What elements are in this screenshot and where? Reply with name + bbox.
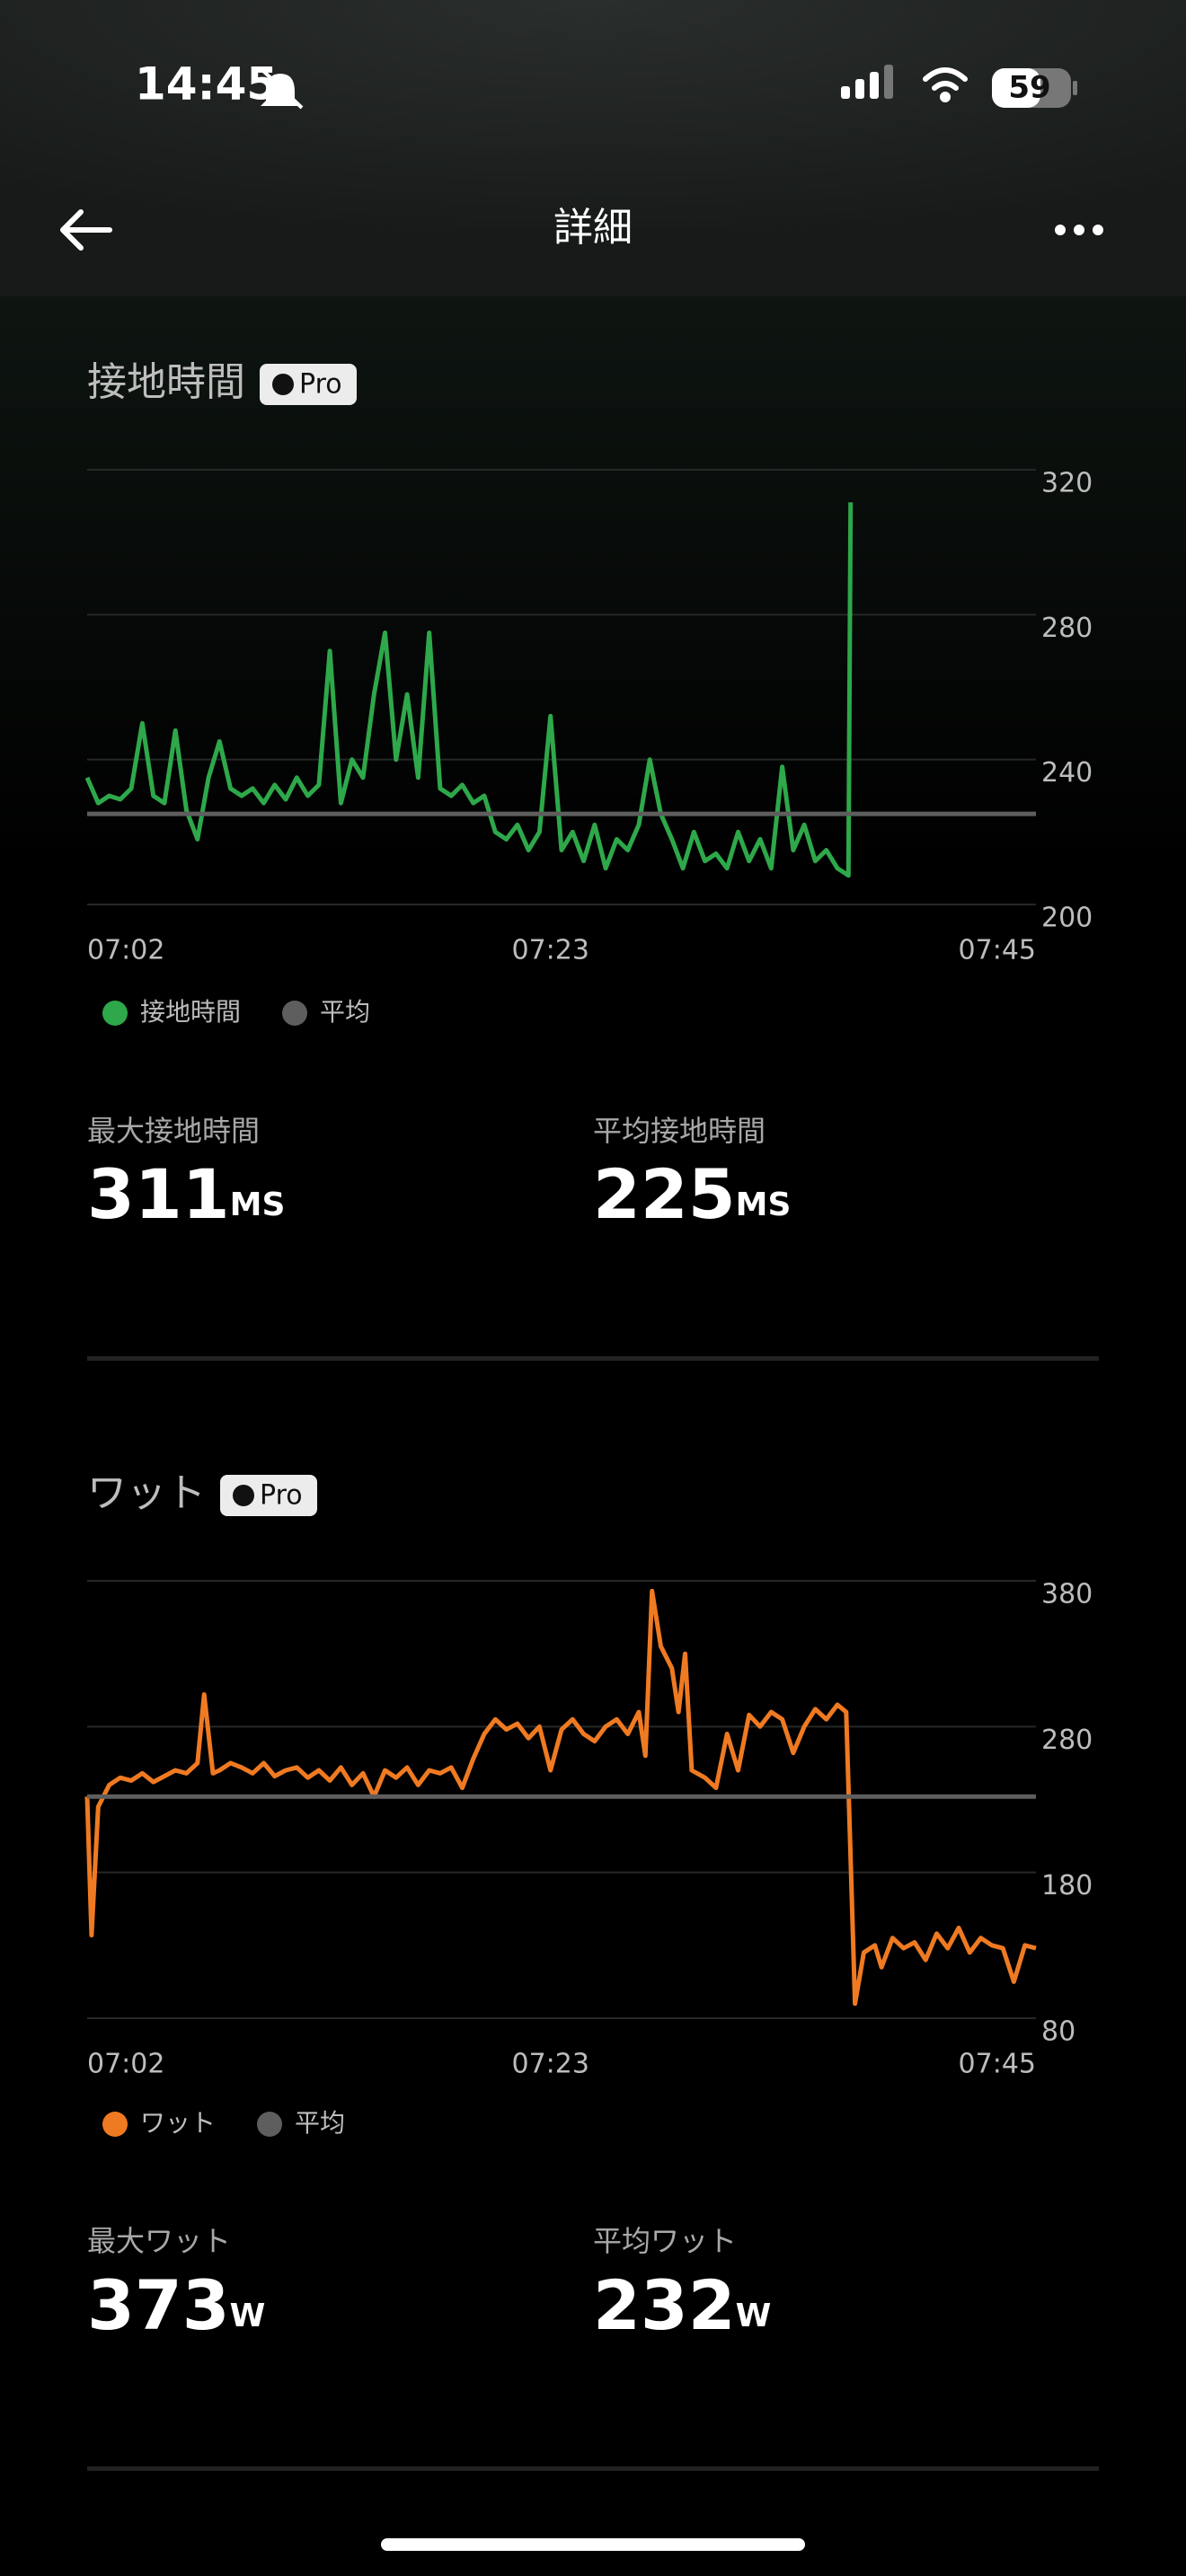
x-tick-label: 07:23 <box>511 935 589 966</box>
legend-label: 平均 <box>320 997 370 1027</box>
x-tick-label: 07:45 <box>959 2049 1036 2080</box>
y-tick-label: 280 <box>1041 1725 1093 1756</box>
badge-icon <box>272 374 294 395</box>
back-button[interactable] <box>60 209 112 251</box>
stat-label: 最大接地時間 <box>87 1114 260 1148</box>
legend-swatch <box>102 1001 128 1026</box>
x-tick-label: 07:23 <box>511 2049 589 2080</box>
stat-value: 225MS <box>593 1154 791 1234</box>
section-title: ワット <box>87 1470 206 1516</box>
stat-unit: W <box>230 2298 266 2334</box>
signal-icon <box>841 65 893 99</box>
stat-number: 373 <box>87 2265 230 2345</box>
y-tick-label: 80 <box>1041 2016 1075 2048</box>
y-tick-label: 380 <box>1041 1579 1093 1610</box>
badge-label: Pro <box>299 369 342 401</box>
more-button[interactable] <box>1055 225 1103 235</box>
data-line <box>84 502 854 878</box>
stat-unit: MS <box>736 1187 792 1223</box>
home-indicator <box>381 2538 805 2551</box>
page-title: 詳細 <box>553 205 633 251</box>
badge-label: Pro <box>260 1480 303 1512</box>
stat-number: 225 <box>593 1154 736 1234</box>
y-tick-label: 180 <box>1041 1870 1093 1901</box>
divider <box>87 1356 1099 1361</box>
legend-swatch <box>102 2112 128 2137</box>
stat-unit: W <box>736 2298 772 2334</box>
stat-label: 平均ワット <box>593 2224 737 2258</box>
data-line <box>84 1588 1037 2007</box>
status-time: 14:45 <box>135 58 278 110</box>
background <box>0 296 1186 2576</box>
wifi-icon <box>923 67 968 102</box>
x-tick-label: 07:02 <box>87 935 164 966</box>
stat-label: 最大ワット <box>87 2224 231 2258</box>
stat-value: 311MS <box>87 1154 285 1234</box>
legend-label: 接地時間 <box>140 997 241 1027</box>
battery-level: 59 <box>1008 70 1050 106</box>
stat-value: 373W <box>87 2265 265 2345</box>
divider <box>87 2466 1099 2471</box>
badge-icon <box>233 1485 254 1506</box>
stat-number: 232 <box>593 2265 736 2345</box>
stat-number: 311 <box>87 1154 230 1234</box>
x-tick-label: 07:45 <box>959 935 1036 966</box>
legend-swatch <box>282 1001 308 1026</box>
mute-icon <box>261 68 304 110</box>
y-tick-label: 320 <box>1041 468 1093 499</box>
legend-label: ワット <box>140 2108 216 2138</box>
y-tick-label: 200 <box>1041 903 1093 934</box>
x-tick-label: 07:02 <box>87 2049 164 2080</box>
y-tick-label: 280 <box>1041 613 1093 644</box>
section-title: 接地時間 <box>87 359 245 405</box>
stat-value: 232W <box>593 2265 771 2345</box>
legend-label: 平均 <box>295 2108 345 2138</box>
stat-unit: MS <box>230 1187 286 1223</box>
header-bar <box>0 0 1186 296</box>
stat-label: 平均接地時間 <box>593 1114 766 1148</box>
y-tick-label: 240 <box>1041 757 1093 789</box>
battery-icon: 59 <box>992 68 1077 108</box>
legend-swatch <box>257 2112 283 2137</box>
